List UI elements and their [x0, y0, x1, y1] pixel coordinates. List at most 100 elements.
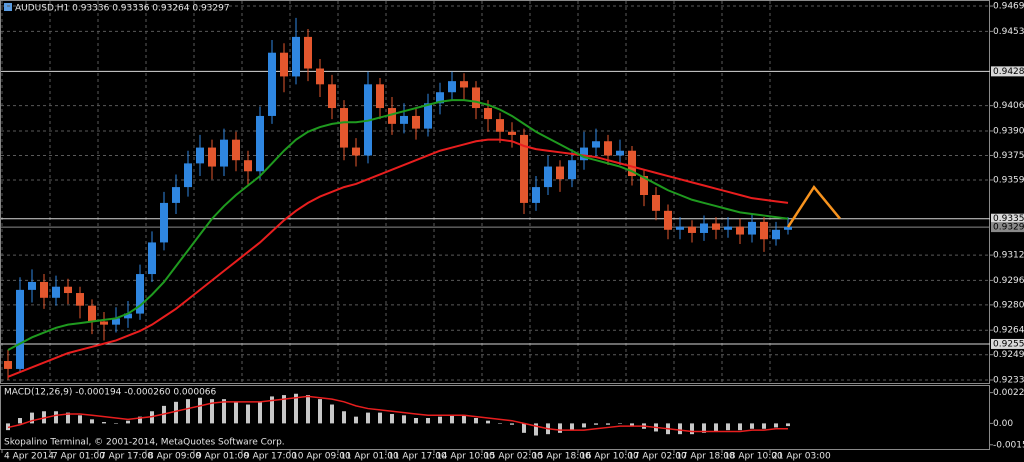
- candle-body: [712, 223, 720, 230]
- level-label-box: [991, 213, 1024, 224]
- candle-body: [640, 176, 648, 196]
- candle-body: [64, 286, 72, 294]
- macd-bar: [450, 415, 454, 424]
- candle-body: [208, 147, 216, 167]
- x-tick-label: 9 Apr 17:00: [244, 452, 297, 462]
- candle-body: [424, 103, 432, 129]
- candle-body: [112, 318, 120, 325]
- candle-body: [280, 52, 288, 77]
- candle-body: [760, 221, 768, 240]
- macd-bar: [390, 413, 394, 424]
- candle-body: [544, 166, 552, 188]
- x-tick-label: 21 Apr 03:00: [772, 452, 831, 462]
- y-tick-label: 0.92805: [993, 300, 1024, 310]
- candle-body: [268, 52, 276, 116]
- candle-body: [676, 226, 684, 230]
- macd-bar: [510, 423, 514, 425]
- level-label-box: [991, 222, 1024, 233]
- x-tick-label: 15 Apr 18:00: [532, 452, 591, 462]
- candle-body: [700, 223, 708, 233]
- level-label: 0.94282: [993, 67, 1024, 77]
- macd-bar: [462, 415, 466, 424]
- macd-bar: [138, 416, 142, 424]
- candle-body: [604, 141, 612, 156]
- candle-body: [628, 150, 636, 177]
- level-label-box: [991, 338, 1024, 349]
- candle-body: [400, 115, 408, 124]
- macd-bar: [66, 412, 70, 424]
- level-label-box: [991, 66, 1024, 77]
- candle-body: [292, 36, 300, 77]
- candle-body: [556, 166, 564, 180]
- macd-bar: [774, 423, 778, 428]
- macd-bar: [258, 401, 262, 424]
- candle-body: [88, 305, 96, 322]
- macd-bar: [702, 423, 706, 433]
- candle-body: [40, 281, 48, 298]
- moving-average: [7, 138, 789, 378]
- macd-bar: [690, 423, 694, 435]
- candle-body: [328, 84, 336, 109]
- projection-line: [786, 184, 841, 228]
- candle-body: [748, 221, 756, 235]
- candle-body: [184, 163, 192, 188]
- macd-bar: [198, 397, 202, 424]
- macd-bar: [366, 412, 370, 424]
- candle-body: [172, 187, 180, 203]
- y-tick-label: 0.93905: [993, 126, 1024, 136]
- macd-bar: [414, 418, 418, 424]
- candle-body: [220, 139, 228, 167]
- macd-bar: [54, 411, 58, 424]
- candle-body: [496, 119, 504, 132]
- candle-body: [28, 281, 36, 290]
- macd-bar: [90, 419, 94, 424]
- candle-body: [16, 289, 24, 369]
- candle-body: [616, 150, 624, 156]
- x-tick-label: 18 Apr 10:00: [724, 452, 783, 462]
- candle-body: [304, 36, 312, 69]
- candle-body: [256, 115, 264, 172]
- macd-panel: [0, 385, 990, 450]
- macd-bar: [594, 423, 598, 425]
- macd-bar: [558, 423, 562, 433]
- main-panel: [0, 0, 990, 384]
- y-tick-label: -0.001587: [993, 440, 1024, 450]
- candle-body: [148, 242, 156, 275]
- macd-bar: [342, 411, 346, 424]
- macd-bar: [102, 422, 106, 424]
- macd-bar: [570, 423, 574, 431]
- x-tick-label: 8 Apr 09:00: [148, 452, 201, 462]
- macd-bar: [318, 399, 322, 424]
- macd-bar: [630, 423, 634, 427]
- candle-body: [244, 160, 252, 172]
- y-tick-label: 0.93595: [993, 175, 1024, 185]
- macd-bar: [786, 423, 790, 427]
- candle-body: [664, 210, 672, 230]
- x-tick-label: 9 Apr 01:00: [196, 452, 249, 462]
- candle-body: [52, 286, 60, 298]
- candle-body: [652, 195, 660, 211]
- macd-bar: [582, 423, 586, 428]
- symbol-icon: [4, 3, 12, 11]
- x-tick-label: 7 Apr 01:00: [52, 452, 105, 462]
- macd-bar: [126, 420, 130, 424]
- macd-bar: [606, 423, 610, 425]
- y-tick-label: 0.94695: [993, 2, 1024, 12]
- macd-bar: [306, 395, 310, 424]
- macd-bar: [354, 416, 358, 424]
- x-tick-label: 4 Apr 2014: [4, 452, 54, 462]
- macd-bar: [282, 395, 286, 424]
- candle-body: [232, 139, 240, 161]
- footer: Skopalino Terminal, © 2001-2014, MetaQuo…: [4, 438, 285, 448]
- candle-body: [772, 229, 780, 240]
- macd-bar: [438, 416, 442, 424]
- candle-body: [724, 226, 732, 230]
- x-tick-label: 15 Apr 02:00: [484, 452, 543, 462]
- candle-body: [340, 108, 348, 148]
- macd-bar: [78, 415, 82, 424]
- y-tick-label: 0.002284: [993, 388, 1024, 398]
- candle-body: [580, 147, 588, 161]
- candle-body: [784, 226, 792, 230]
